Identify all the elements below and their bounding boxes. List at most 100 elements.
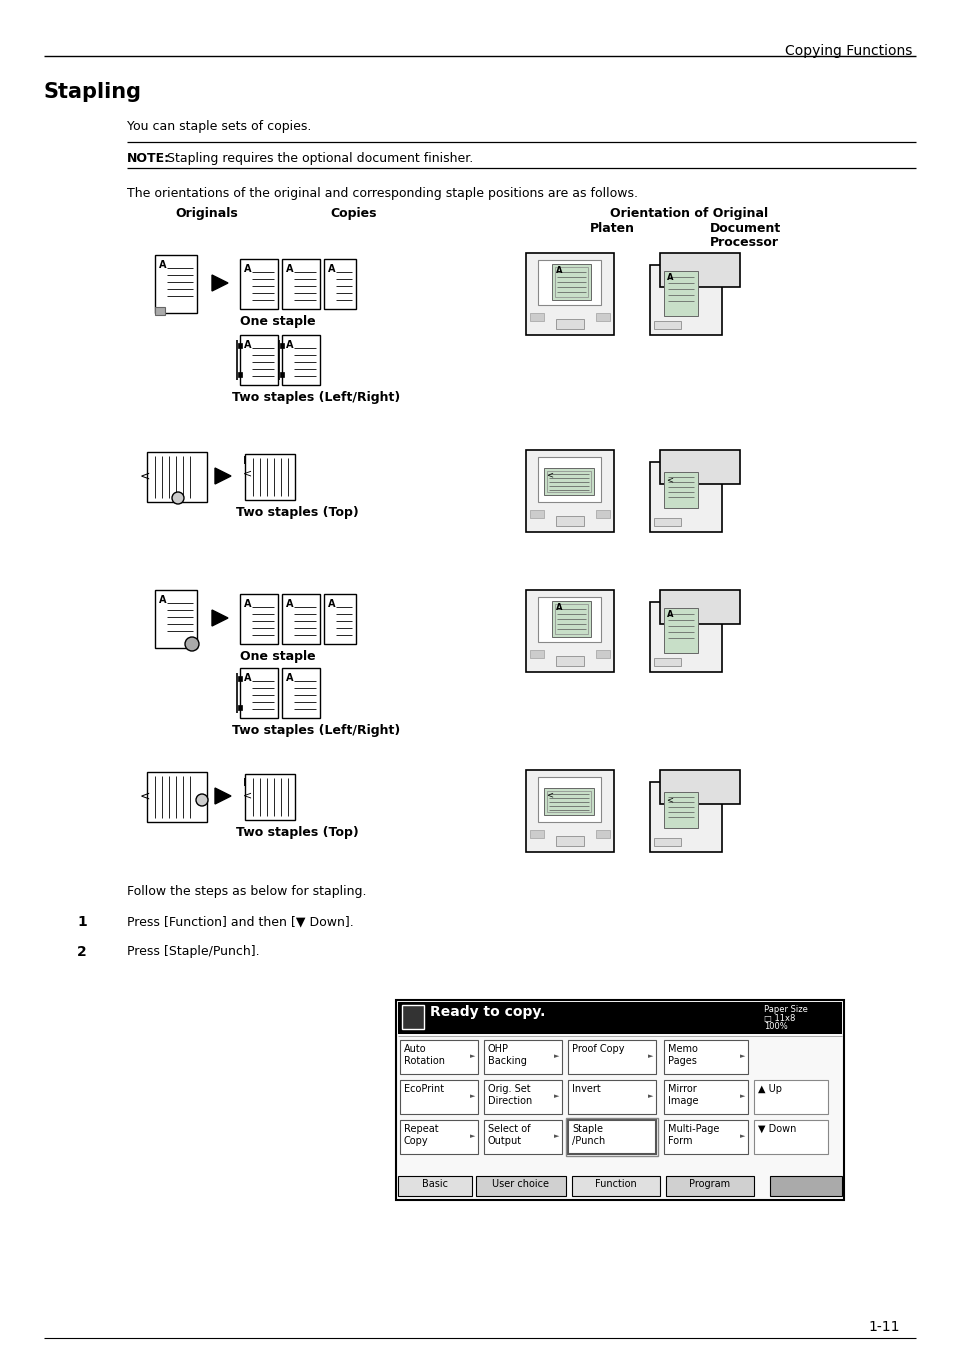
- Bar: [663, 1120, 747, 1154]
- Bar: [245, 774, 294, 820]
- Bar: [240, 667, 277, 717]
- Bar: [399, 1079, 477, 1115]
- Text: A: A: [244, 673, 252, 684]
- Text: A: A: [666, 273, 673, 282]
- Bar: [324, 259, 355, 309]
- Bar: [654, 658, 680, 666]
- Text: A: A: [556, 603, 562, 612]
- Bar: [525, 770, 614, 852]
- Bar: [649, 265, 721, 335]
- Ellipse shape: [172, 492, 184, 504]
- Bar: [280, 372, 284, 377]
- Bar: [659, 253, 740, 288]
- Bar: [567, 1040, 656, 1074]
- Bar: [596, 313, 609, 322]
- Text: Copying Functions: Copying Functions: [783, 45, 911, 58]
- Bar: [556, 319, 583, 330]
- Bar: [556, 516, 583, 526]
- Text: One staple: One staple: [240, 650, 315, 663]
- Polygon shape: [214, 788, 231, 804]
- Bar: [556, 657, 583, 666]
- Text: A: A: [328, 598, 335, 609]
- Bar: [154, 590, 196, 648]
- Text: Orientation of Original: Orientation of Original: [609, 207, 767, 220]
- Bar: [663, 471, 698, 508]
- Bar: [399, 1040, 477, 1074]
- Text: ►: ►: [740, 1093, 744, 1098]
- Bar: [537, 597, 600, 642]
- Bar: [530, 313, 543, 322]
- Bar: [546, 790, 590, 812]
- Text: <: <: [665, 794, 672, 804]
- Bar: [567, 1079, 656, 1115]
- Text: 100%: 100%: [763, 1021, 787, 1031]
- Bar: [555, 604, 587, 634]
- Text: Press [Staple/Punch].: Press [Staple/Punch].: [127, 944, 259, 958]
- Text: ►: ►: [647, 1052, 653, 1059]
- Bar: [546, 471, 590, 492]
- Bar: [649, 603, 721, 671]
- Text: 1-11: 1-11: [867, 1320, 899, 1333]
- Text: A: A: [244, 263, 252, 274]
- Bar: [572, 1175, 659, 1196]
- Text: A: A: [286, 340, 294, 350]
- Text: <: <: [243, 790, 252, 800]
- Bar: [154, 307, 165, 315]
- Bar: [282, 335, 319, 385]
- Text: OHP
Backing: OHP Backing: [488, 1044, 526, 1066]
- Bar: [397, 1002, 841, 1034]
- Text: Function: Function: [595, 1179, 637, 1189]
- Bar: [237, 372, 242, 377]
- Text: Two staples (Left/Right): Two staples (Left/Right): [232, 724, 400, 738]
- Text: 1: 1: [77, 915, 87, 929]
- Text: Staple
/Punch: Staple /Punch: [572, 1124, 604, 1146]
- Bar: [282, 259, 319, 309]
- Bar: [245, 454, 294, 500]
- Bar: [663, 272, 698, 316]
- Text: NOTE:: NOTE:: [127, 153, 170, 165]
- Text: <: <: [140, 470, 151, 484]
- Text: Stapling: Stapling: [44, 82, 142, 101]
- Bar: [649, 462, 721, 532]
- Bar: [659, 770, 740, 804]
- Text: Program: Program: [689, 1179, 730, 1189]
- Text: A: A: [159, 259, 167, 270]
- Bar: [552, 601, 590, 638]
- Bar: [240, 335, 277, 385]
- Bar: [543, 788, 594, 815]
- Text: ▼ Down: ▼ Down: [758, 1124, 796, 1133]
- Bar: [659, 450, 740, 485]
- Bar: [659, 590, 740, 624]
- Bar: [399, 1120, 477, 1154]
- Bar: [240, 259, 277, 309]
- Bar: [654, 838, 680, 846]
- Text: Copies: Copies: [330, 207, 376, 220]
- Text: Ready to copy.: Ready to copy.: [430, 1005, 545, 1019]
- Text: The orientations of the original and corresponding staple positions are as follo: The orientations of the original and cor…: [127, 186, 638, 200]
- Text: Orig. Set
Direction: Orig. Set Direction: [488, 1084, 532, 1105]
- Bar: [147, 453, 207, 503]
- Text: <: <: [140, 790, 151, 802]
- Bar: [555, 267, 587, 297]
- Bar: [483, 1120, 561, 1154]
- Text: Press [Function] and then [▼ Down].: Press [Function] and then [▼ Down].: [127, 915, 354, 928]
- Text: ►: ►: [554, 1133, 558, 1139]
- Text: Basic: Basic: [421, 1179, 448, 1189]
- Bar: [567, 1120, 656, 1154]
- Text: Multi-Page
Form: Multi-Page Form: [667, 1124, 719, 1146]
- Text: ►: ►: [647, 1093, 653, 1098]
- Bar: [476, 1175, 565, 1196]
- Bar: [401, 1005, 423, 1029]
- Bar: [537, 457, 600, 503]
- Text: ►: ►: [470, 1052, 475, 1059]
- Bar: [537, 777, 600, 821]
- Text: User choice: User choice: [492, 1179, 549, 1189]
- Polygon shape: [214, 467, 231, 484]
- Bar: [556, 836, 583, 846]
- Text: Stapling requires the optional document finisher.: Stapling requires the optional document …: [163, 153, 473, 165]
- Text: A: A: [556, 266, 562, 276]
- Text: A: A: [159, 594, 167, 605]
- Bar: [543, 467, 594, 494]
- Bar: [654, 322, 680, 330]
- Text: Mirror
Image: Mirror Image: [667, 1084, 698, 1105]
